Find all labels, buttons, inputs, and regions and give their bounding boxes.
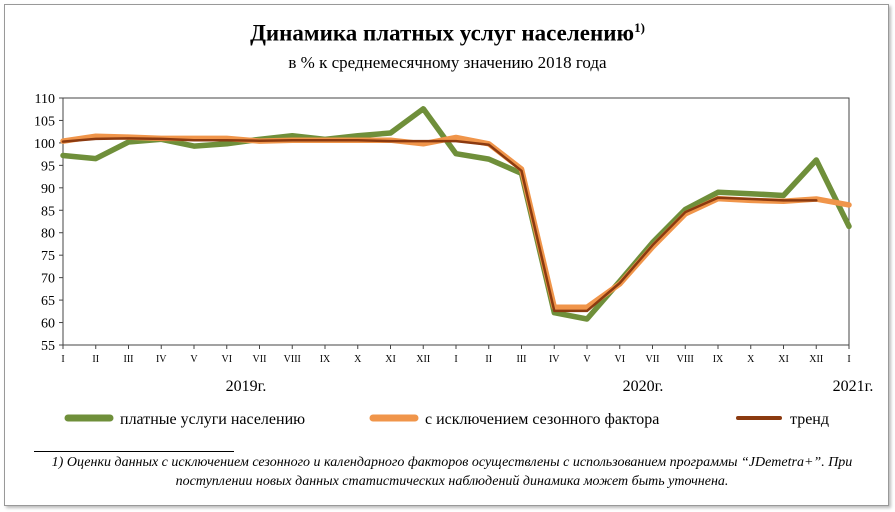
y-tick-label: 60	[41, 317, 55, 332]
title-footnote-mark: 1)	[634, 20, 645, 35]
x-tick-label: IX	[713, 354, 724, 365]
x-tick-label: V	[583, 354, 591, 365]
footnote: 1) Оценки данных с исключением сезонного…	[51, 455, 853, 489]
series-line	[61, 137, 818, 313]
x-tick-label: I	[454, 354, 457, 365]
x-tick-label: XI	[385, 354, 396, 365]
y-tick-label: 65	[41, 294, 55, 309]
x-tick-label: I	[61, 354, 64, 365]
legend-label: платные услуги населению	[120, 411, 305, 428]
x-tick-label: II	[92, 354, 99, 365]
x-tick-label: IV	[156, 354, 167, 365]
x-tick-label: VII	[646, 354, 660, 365]
x-tick-label: I	[847, 354, 850, 365]
x-tick-label: VI	[614, 354, 625, 365]
y-tick-label: 105	[34, 114, 55, 129]
legend-label: с исключением сезонного фактора	[425, 411, 659, 428]
x-tick-label: X	[354, 354, 362, 365]
y-tick-label: 70	[41, 272, 55, 287]
y-tick-label: 55	[41, 339, 55, 354]
x-tick-label: V	[190, 354, 198, 365]
x-tick-label: IX	[320, 354, 331, 365]
x-tick-label: XII	[809, 354, 823, 365]
x-tick-label: X	[747, 354, 755, 365]
y-tick-label: 80	[41, 227, 55, 242]
x-tick-label: VI	[221, 354, 232, 365]
y-tick-label: 95	[41, 159, 55, 174]
y-tick-label: 85	[41, 204, 55, 219]
year-label: 2020г.	[623, 378, 664, 395]
chart-frame	[4, 4, 889, 506]
series-line	[60, 133, 852, 311]
footnote-divider	[34, 451, 234, 452]
series-line	[60, 106, 852, 322]
x-tick-label: IV	[549, 354, 560, 365]
y-tick-label: 100	[34, 137, 55, 152]
chart-title: Динамика платных услуг населению1)	[250, 20, 645, 46]
y-tick-label: 110	[35, 92, 55, 107]
chart-subtitle: в % к среднемесячному значению 2018 года	[288, 53, 607, 72]
x-tick-label: II	[485, 354, 492, 365]
x-tick-label: III	[517, 354, 527, 365]
y-tick-label: 75	[41, 249, 55, 264]
x-tick-label: VIII	[284, 354, 301, 365]
year-label: 2019г.	[226, 378, 267, 395]
y-tick-label: 90	[41, 182, 55, 197]
x-tick-label: XII	[416, 354, 430, 365]
x-tick-label: XI	[778, 354, 789, 365]
x-tick-label: VIII	[677, 354, 694, 365]
year-label: 2021г.	[833, 378, 874, 395]
legend-label: тренд	[790, 411, 829, 428]
x-tick-label: III	[124, 354, 134, 365]
x-tick-label: VII	[253, 354, 267, 365]
